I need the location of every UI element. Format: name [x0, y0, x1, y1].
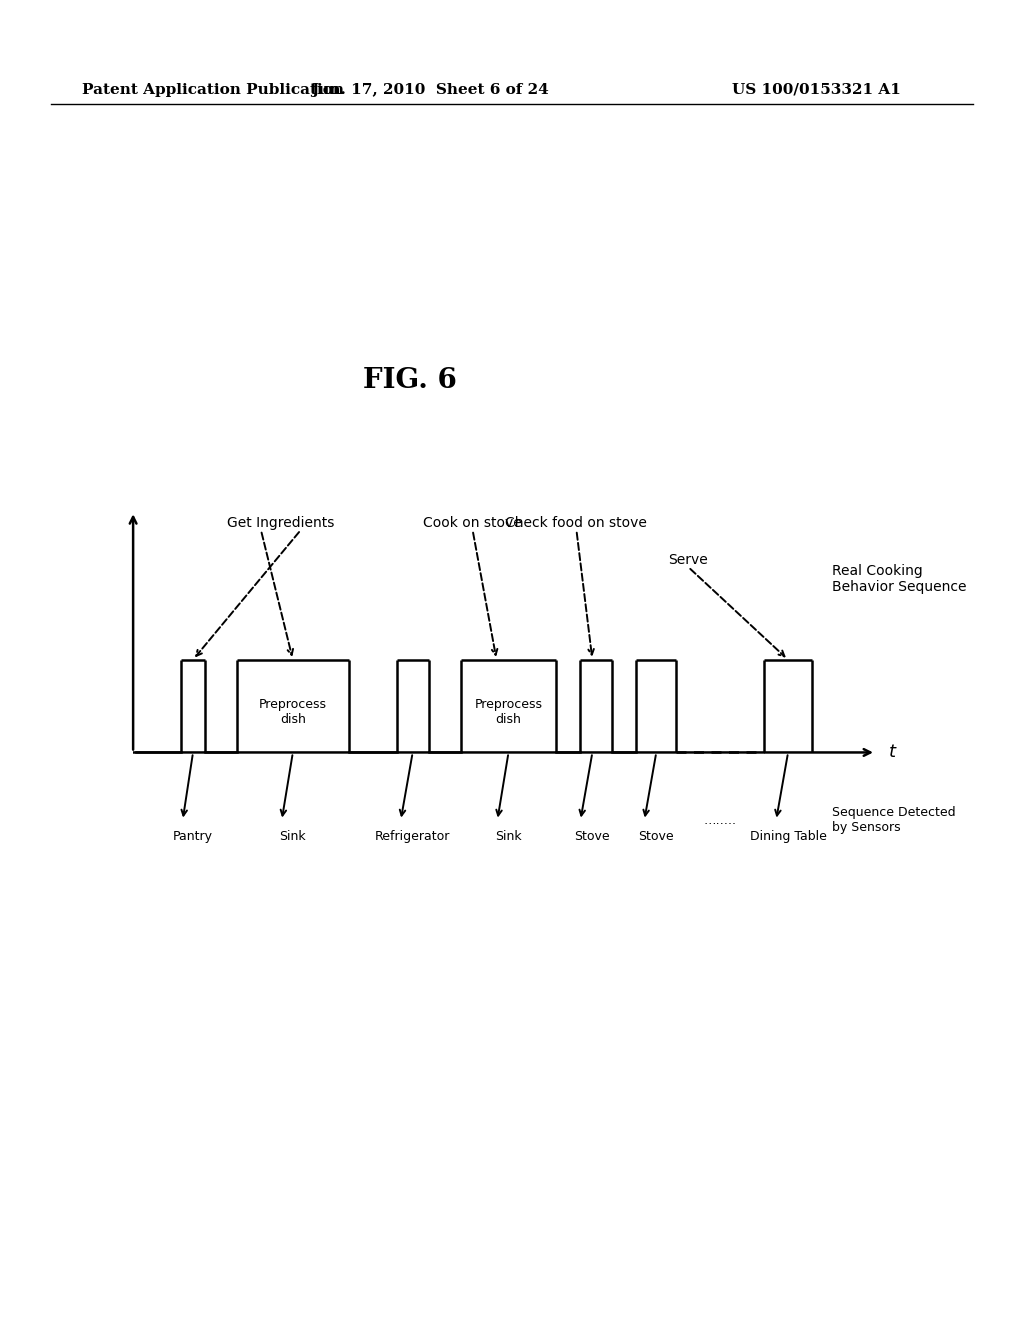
Text: US 100/0153321 A1: US 100/0153321 A1 — [732, 83, 901, 96]
Text: Preprocess
dish: Preprocess dish — [474, 698, 543, 726]
Text: $t$: $t$ — [888, 743, 897, 762]
Text: Get Ingredients: Get Ingredients — [227, 516, 335, 529]
Text: Jun. 17, 2010  Sheet 6 of 24: Jun. 17, 2010 Sheet 6 of 24 — [311, 83, 549, 96]
Text: FIG. 6: FIG. 6 — [362, 367, 457, 393]
Text: Cook on stove: Cook on stove — [423, 516, 522, 529]
Text: Dining Table: Dining Table — [750, 830, 826, 842]
Text: Serve: Serve — [669, 553, 709, 568]
Text: Real Cooking
Behavior Sequence: Real Cooking Behavior Sequence — [831, 564, 967, 594]
Text: Check food on stove: Check food on stove — [506, 516, 647, 529]
Text: Sequence Detected
by Sensors: Sequence Detected by Sensors — [831, 807, 955, 834]
Text: Patent Application Publication: Patent Application Publication — [82, 83, 344, 96]
Text: Stove: Stove — [574, 830, 610, 842]
Text: Sink: Sink — [496, 830, 522, 842]
Text: Pantry: Pantry — [173, 830, 213, 842]
Text: ……..: …….. — [703, 814, 736, 826]
Text: Refrigerator: Refrigerator — [375, 830, 451, 842]
Text: Stove: Stove — [639, 830, 674, 842]
Text: Sink: Sink — [280, 830, 306, 842]
Text: Preprocess
dish: Preprocess dish — [259, 698, 327, 726]
